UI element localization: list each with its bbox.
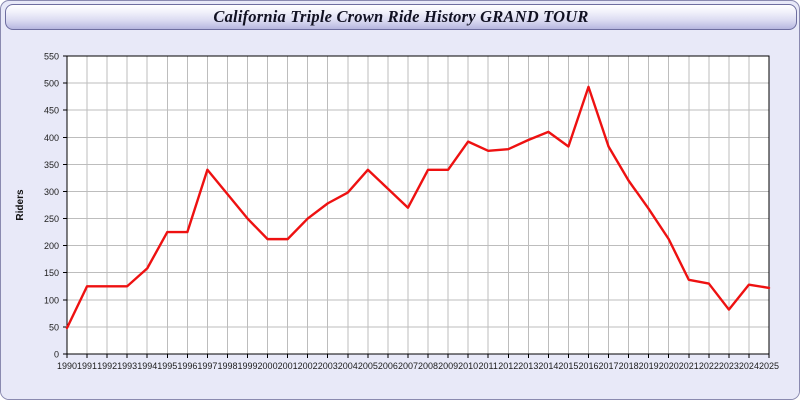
x-axis-tick-label: 2009 [438,361,458,371]
x-axis-tick-label: 2006 [378,361,398,371]
y-axis-title-label: Riders [15,189,26,221]
x-axis-tick-label: 2014 [538,361,558,371]
x-axis-tick-label: 1990 [57,361,77,371]
x-axis-tick-label: 2002 [298,361,318,371]
x-axis-tick-label: 2023 [719,361,739,371]
x-axis-tick-label: 2024 [739,361,759,371]
plot-frame [66,55,770,355]
x-axis-tick-label: 1991 [77,361,97,371]
y-axis-tick-label: 50 [49,322,59,332]
x-axis-tick-label: 2015 [558,361,578,371]
x-axis-tick-label: 1992 [97,361,117,371]
x-axis-tick-label: 2025 [759,361,779,371]
x-axis-tick-label: 1994 [137,361,157,371]
x-axis-tick-label: 1996 [177,361,197,371]
y-axis-title: Riders [15,189,26,221]
plot-body: 0 50 100 150 200 250 300 350 400 450 500 550 1990 19… [1,33,799,399]
x-axis-tick-label: 2021 [679,361,699,371]
x-axis-tick-label: 2003 [318,361,338,371]
x-axis-tick-label: 2011 [479,361,498,371]
x-axis-tick-label: 2005 [358,361,378,371]
page-title: California Triple Crown Ride History GRA… [213,7,589,26]
x-axis-tick-label: 2013 [518,361,538,371]
y-axis-tick-label: 400 [44,133,59,143]
x-axis-tick-label: 2000 [258,361,278,371]
x-axis-tick-label: 2019 [639,361,659,371]
x-axis-tick-label: 2022 [699,361,719,371]
grid-layer [67,55,769,354]
x-axis-tick-label: 2010 [458,361,478,371]
x-axis-tick-label: 2017 [599,361,619,371]
y-axis-tick-label: 450 [44,106,59,116]
chart-title-bar: California Triple Crown Ride History GRA… [5,4,797,30]
y-axis-tick-label: 0 [54,350,59,360]
y-axis-tick-label: 350 [44,160,59,170]
x-axis: 1990 1991 1992 1993 1994 1995 1996 1997 1998 1999… [57,354,779,371]
riders-line [65,85,771,330]
x-axis-tick-label: 1997 [197,361,217,371]
x-axis-tick-label: 2001 [278,361,298,371]
y-axis-tick-label: 250 [44,214,59,224]
data-series-riders [65,85,771,330]
x-axis-tick-label: 2008 [418,361,438,371]
plot-border [66,55,770,355]
y-axis: 0 50 100 150 200 250 300 350 400 450 500 550 [44,52,67,360]
y-axis-tick-label: 300 [44,187,59,197]
x-axis-tick-label: 2018 [619,361,639,371]
x-axis-tick-label: 1995 [157,361,177,371]
x-axis-tick-label: 2016 [578,361,598,371]
x-axis-tick-label: 2012 [498,361,518,371]
y-axis-tick-label: 500 [44,79,59,89]
x-axis-tick-label: 1993 [117,361,137,371]
x-axis-tick-label: 2007 [398,361,418,371]
x-axis-tick-label: 1998 [217,361,237,371]
x-axis-tick-label: 1999 [237,361,257,371]
y-axis-tick-label: 150 [44,268,59,278]
y-axis-tick-label: 100 [44,295,59,305]
y-axis-tick-label: 550 [44,52,59,62]
x-axis-tick-label: 2020 [659,361,679,371]
y-axis-tick-label: 200 [44,241,59,251]
x-axis-tick-label: 2004 [338,361,358,371]
